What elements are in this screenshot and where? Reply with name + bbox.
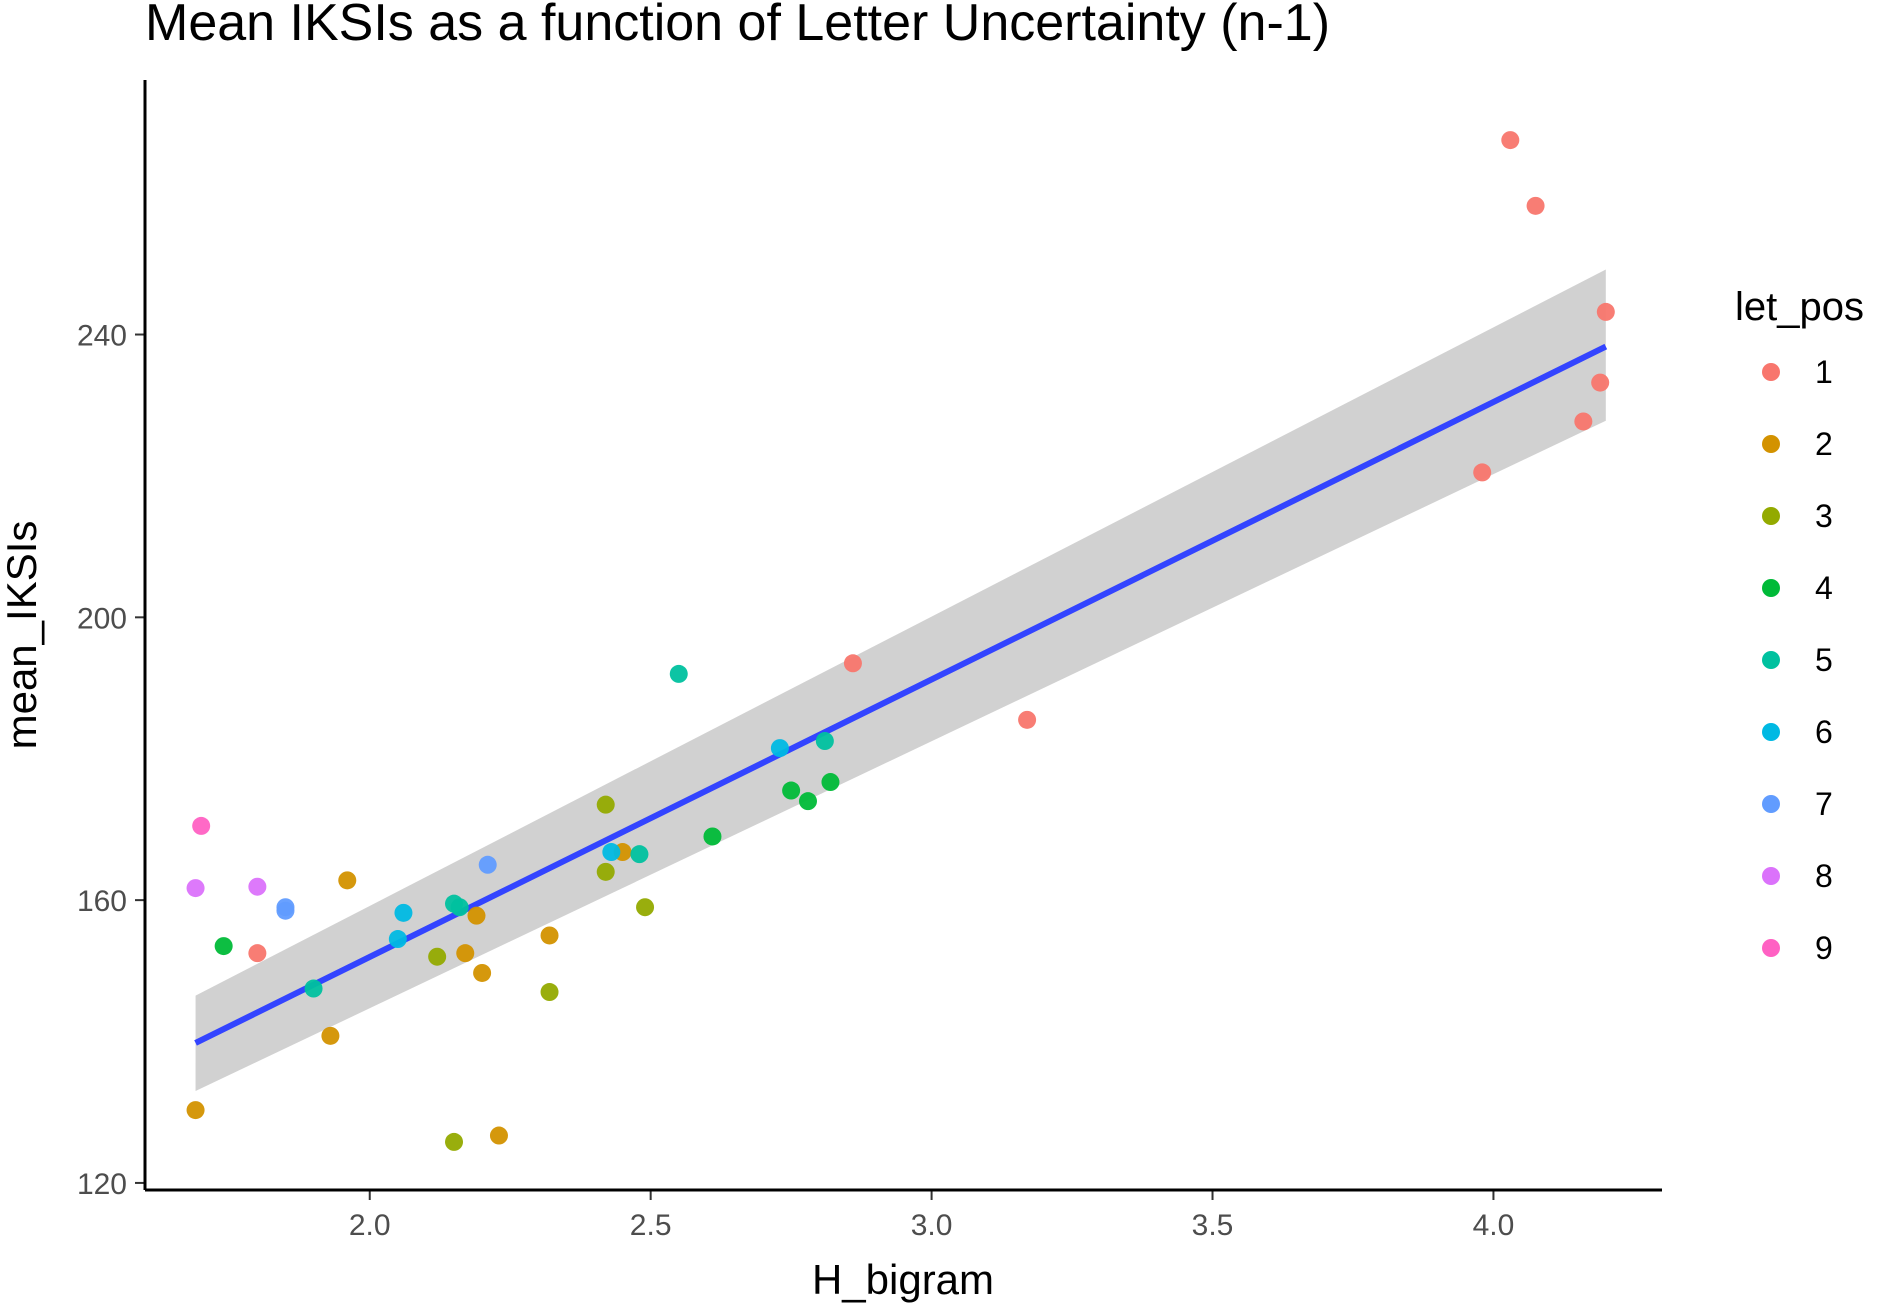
x-tick-label: 4.0 [1473,1209,1515,1242]
x-axis-title: H_bigram [812,1256,994,1303]
data-point [248,944,267,963]
legend-label: 6 [1815,714,1833,750]
data-point [1526,196,1545,215]
data-point [394,903,413,922]
data-point [1473,463,1492,482]
legend-marker [1762,507,1780,525]
legend-marker [1762,939,1780,957]
data-point [596,862,615,881]
series-1 [248,131,1615,963]
data-point [540,926,559,945]
data-point [445,1132,464,1151]
series-7 [276,855,497,920]
series-5 [304,664,834,998]
data-point [602,843,621,862]
data-point [540,983,559,1002]
legend-title: let_pos [1735,285,1864,329]
y-tick-label: 240 [77,320,127,353]
legend: let_pos 1 2 3 4 5 6 7 8 9 [1735,285,1864,966]
data-point [450,898,469,917]
data-point [186,879,205,898]
data-point [815,732,834,751]
data-point [1591,373,1610,392]
data-point [798,792,817,811]
data-point [1574,412,1593,431]
data-point [248,877,267,896]
data-point [192,816,211,835]
data-point [596,795,615,814]
y-axis-ticks: 120 160 200 240 [77,320,145,1201]
y-tick-label: 200 [77,602,127,635]
legend-marker [1762,363,1780,381]
legend-label: 3 [1815,498,1833,534]
series-3 [428,795,655,1151]
legend-marker [1762,795,1780,813]
x-tick-label: 2.0 [349,1209,391,1242]
data-point [321,1026,340,1045]
y-tick-label: 120 [77,1168,127,1201]
series-6 [388,739,789,949]
data-point [669,664,688,683]
series-9 [192,816,211,835]
regression-line [194,343,1608,1046]
legend-label: 8 [1815,858,1833,894]
legend-marker [1762,651,1780,669]
series-8 [186,877,267,898]
data-point [630,845,649,864]
x-tick-label: 3.5 [1192,1209,1234,1242]
data-point [478,855,497,874]
data-point [304,979,323,998]
data-point [843,654,862,673]
legend-marker [1762,579,1780,597]
legend-marker [1762,435,1780,453]
data-point [214,937,233,956]
series-4 [214,773,840,956]
legend-label: 2 [1815,426,1833,462]
legend-marker [1762,867,1780,885]
legend-label: 5 [1815,642,1833,678]
data-point [770,739,789,758]
y-axis-title: mean_IKSIs [0,521,45,750]
legend-label: 9 [1815,930,1833,966]
data-point [782,781,801,800]
legend-label: 7 [1815,786,1833,822]
x-tick-label: 3.0 [911,1209,953,1242]
data-point [473,963,492,982]
chart-title: Mean IKSIs as a function of Letter Uncer… [145,0,1330,52]
data-point [821,773,840,792]
data-point [1596,302,1615,321]
data-point [1018,710,1037,729]
plot-area [186,131,1615,1151]
data-point [276,901,295,920]
legend-label: 1 [1815,354,1833,390]
y-tick-label: 160 [77,885,127,918]
legend-label: 4 [1815,570,1833,606]
data-point [338,871,357,890]
data-point [456,944,475,963]
data-point [388,930,407,949]
data-point [489,1126,508,1145]
x-tick-label: 2.5 [630,1209,672,1242]
data-point [636,898,655,917]
legend-marker [1762,723,1780,741]
x-axis-ticks: 2.0 2.5 3.0 3.5 4.0 [349,1190,1514,1242]
data-point [467,906,486,925]
confidence-band [195,269,1606,1092]
data-point [186,1101,205,1120]
data-point [703,827,722,846]
data-point [1501,131,1520,150]
data-point [428,947,447,966]
